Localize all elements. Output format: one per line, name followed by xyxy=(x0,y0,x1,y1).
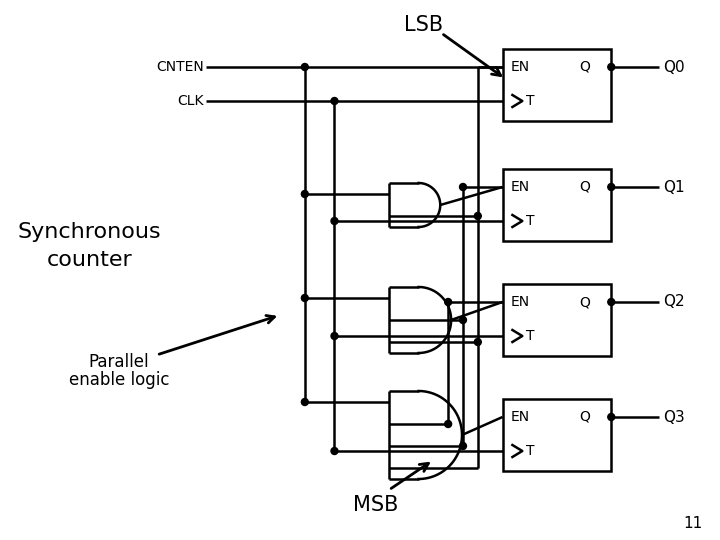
Text: EN: EN xyxy=(510,410,529,424)
Text: Q1: Q1 xyxy=(662,179,684,194)
Text: Q3: Q3 xyxy=(662,409,685,424)
Text: EN: EN xyxy=(510,180,529,194)
Circle shape xyxy=(302,294,308,301)
Text: EN: EN xyxy=(510,295,529,309)
Circle shape xyxy=(331,218,338,225)
Text: MSB: MSB xyxy=(354,495,399,515)
Circle shape xyxy=(302,399,308,406)
Circle shape xyxy=(445,421,451,428)
Bar xyxy=(503,284,611,356)
Text: Q: Q xyxy=(580,295,590,309)
Text: T: T xyxy=(526,329,535,343)
Circle shape xyxy=(445,299,451,306)
Text: T: T xyxy=(526,444,535,458)
Text: CNTEN: CNTEN xyxy=(156,60,204,74)
Text: LSB: LSB xyxy=(404,15,443,35)
Circle shape xyxy=(302,64,308,71)
Text: Q: Q xyxy=(580,60,590,74)
Circle shape xyxy=(608,299,615,306)
Bar xyxy=(503,49,611,121)
Text: counter: counter xyxy=(47,250,132,270)
Text: Parallel: Parallel xyxy=(89,353,149,371)
Circle shape xyxy=(302,191,308,198)
Circle shape xyxy=(459,316,467,323)
Circle shape xyxy=(474,339,481,346)
Circle shape xyxy=(608,184,615,191)
Circle shape xyxy=(331,333,338,340)
Text: CLK: CLK xyxy=(178,94,204,108)
Text: Q: Q xyxy=(580,410,590,424)
Text: Q2: Q2 xyxy=(662,294,684,309)
Circle shape xyxy=(608,64,615,71)
Text: 11: 11 xyxy=(684,516,703,530)
Bar xyxy=(503,169,611,241)
Circle shape xyxy=(331,448,338,455)
Text: Q: Q xyxy=(580,180,590,194)
Text: Synchronous: Synchronous xyxy=(17,222,161,242)
Circle shape xyxy=(608,414,615,421)
Bar xyxy=(503,399,611,471)
Text: Q0: Q0 xyxy=(662,59,684,75)
Circle shape xyxy=(459,442,467,449)
Text: T: T xyxy=(526,94,535,108)
Text: enable logic: enable logic xyxy=(68,371,169,389)
Circle shape xyxy=(331,98,338,105)
Text: EN: EN xyxy=(510,60,529,74)
Circle shape xyxy=(459,184,467,191)
Circle shape xyxy=(474,213,481,219)
Text: T: T xyxy=(526,214,535,228)
